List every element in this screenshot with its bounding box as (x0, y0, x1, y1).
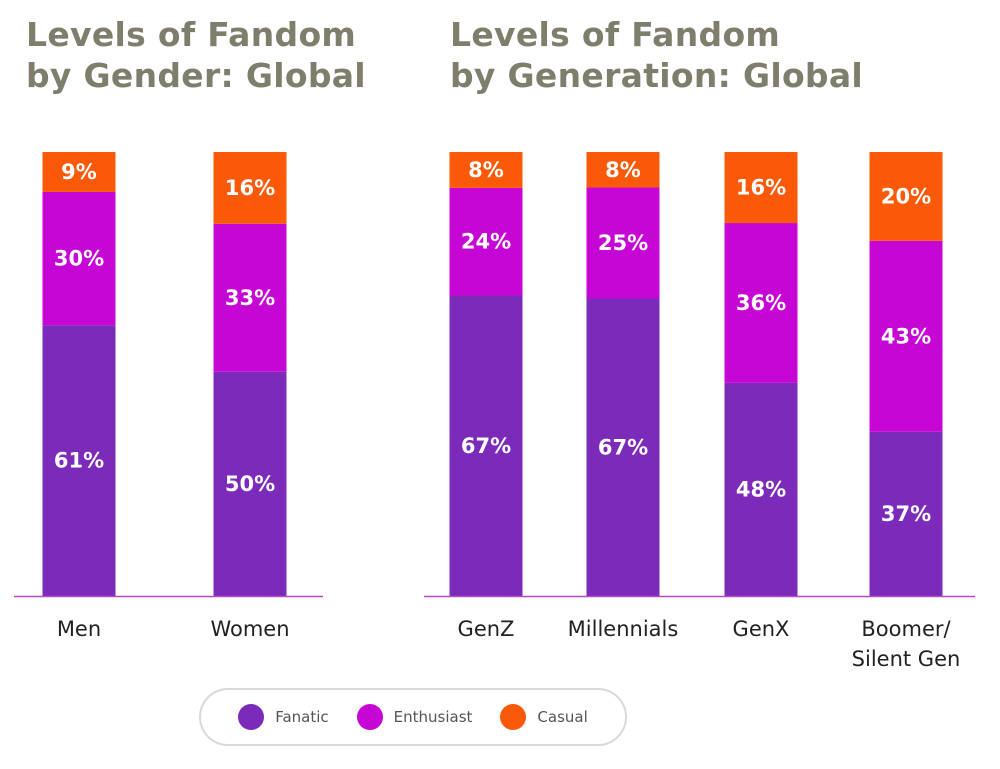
bar-segment-fanatic (213, 371, 287, 596)
legend-item-fanatic: Fanatic (238, 704, 329, 730)
chart-title-generation: Levels of Fandom by Generation: Global (450, 14, 863, 96)
bar-segment-enthusiast (213, 223, 287, 372)
data-label: 24% (461, 230, 511, 254)
bar-segment-enthusiast (449, 187, 523, 296)
bar-segment-casual (586, 152, 660, 188)
legend: Fanatic Enthusiast Casual (199, 688, 627, 746)
data-label: 61% (54, 449, 104, 473)
legend-label: Casual (537, 708, 588, 726)
category-label: Men (57, 617, 101, 641)
legend-swatch-fanatic (238, 704, 265, 730)
bar-segment-fanatic (724, 382, 798, 596)
category-label: Women (210, 617, 289, 641)
legend-label: Fanatic (275, 708, 329, 726)
bar-segment-enthusiast (724, 223, 798, 383)
title-line: by Generation: Global (450, 56, 864, 95)
category-label: Silent Gen (852, 647, 961, 671)
legend-label: Enthusiast (393, 708, 473, 726)
bar-segment-casual (449, 152, 523, 188)
data-label: 8% (468, 158, 504, 182)
data-label: 25% (598, 231, 648, 255)
category-label: Millennials (568, 617, 679, 641)
data-label: 16% (225, 176, 275, 200)
data-label: 16% (736, 176, 786, 200)
bar-segment-enthusiast (42, 191, 116, 326)
data-label: 43% (881, 324, 931, 348)
category-label: GenX (733, 617, 790, 641)
legend-swatch-casual (500, 704, 527, 730)
title-line: Levels of Fandom (26, 15, 357, 54)
data-label: 67% (461, 434, 511, 458)
data-label: 33% (225, 286, 275, 310)
bar-segment-casual (869, 152, 943, 241)
data-label: 9% (61, 160, 97, 184)
data-label: 67% (598, 435, 648, 459)
chart-title-gender: Levels of Fandom by Gender: Global (26, 14, 366, 96)
data-label: 37% (881, 502, 931, 526)
legend-item-casual: Casual (500, 704, 588, 730)
bar-segment-fanatic (869, 431, 943, 596)
data-label: 8% (605, 158, 641, 182)
legend-item-enthusiast: Enthusiast (356, 704, 473, 730)
bar-segment-fanatic (586, 298, 660, 596)
title-line: by Gender: Global (26, 56, 366, 95)
bar-segment-enthusiast (586, 187, 660, 299)
bar-segment-fanatic (42, 325, 116, 596)
title-line: Levels of Fandom (450, 15, 781, 54)
category-label: Boomer/ (861, 617, 951, 641)
bar-segment-enthusiast (869, 240, 943, 432)
bar-segment-casual (42, 152, 116, 192)
data-label: 48% (736, 477, 786, 501)
bar-segment-fanatic (449, 295, 523, 596)
legend-swatch-enthusiast (356, 704, 383, 730)
data-label: 20% (881, 184, 931, 208)
data-label: 30% (54, 247, 104, 271)
bar-segment-casual (724, 152, 798, 224)
category-label: GenZ (458, 617, 515, 641)
stacked-bar-charts: 61% 30% 9% Men 50% 33% 16% Women 67% 24% 8% GenZ 67%… (14, 152, 975, 671)
data-label: 36% (736, 291, 786, 315)
data-label: 50% (225, 472, 275, 496)
bar-segment-casual (213, 152, 287, 224)
